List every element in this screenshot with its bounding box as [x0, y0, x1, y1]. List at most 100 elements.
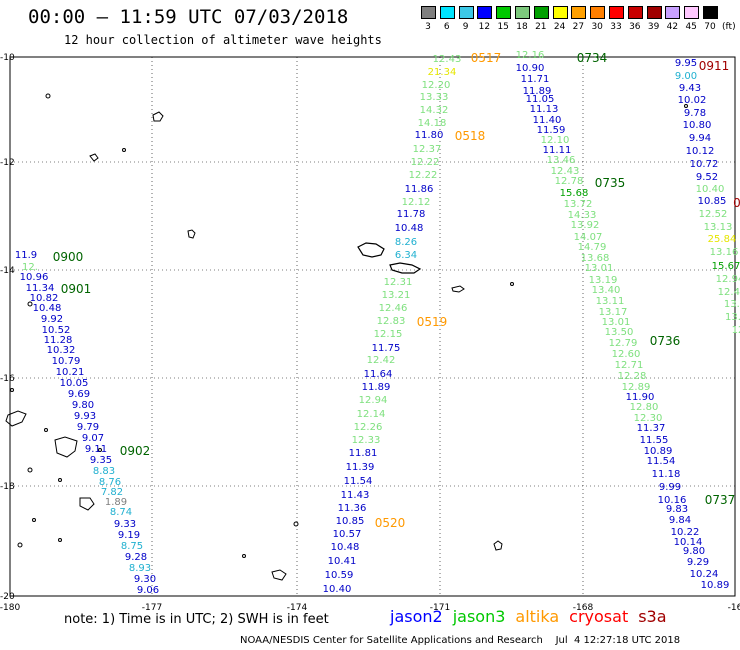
wave-height-value: 12.80 — [630, 402, 659, 413]
credit-footer: NOAA/NESDIS Center for Satellite Applica… — [240, 635, 681, 646]
wave-height-value: 10.90 — [516, 63, 545, 74]
axis-labels: -10 -12 -14 -16 -18 -20-180 -177 -174 -171 -168 -1… — [0, 53, 740, 613]
wave-height-value: 10.85 — [336, 516, 365, 527]
island-tutuila — [451, 285, 465, 293]
islet — [684, 104, 688, 108]
islet — [122, 148, 126, 152]
wave-height-value: 12.79 — [609, 338, 638, 349]
color-swatch — [496, 6, 512, 19]
islet — [17, 542, 23, 548]
color-scale-label: 30 — [591, 22, 603, 32]
color-scale-label: (ft) — [722, 22, 736, 32]
pass-time-label: 0734 — [577, 51, 608, 65]
wave-height-value: 10.21 — [56, 367, 85, 378]
wave-height-value: 11.28 — [44, 335, 73, 346]
wave-height-value: 11.86 — [405, 184, 434, 195]
pass-time-label: 0517 — [471, 51, 502, 65]
wave-height-value: 12.31 — [384, 277, 413, 288]
wave-height-value: 10.14 — [674, 537, 703, 548]
color-swatch — [533, 6, 549, 19]
wave-height-value: 12.52 — [699, 209, 728, 220]
pass-time-label: 0735 — [595, 176, 626, 190]
legend-jason3: jason3 — [452, 607, 506, 626]
wave-height-value: 9.92 — [41, 314, 63, 325]
wave-height-value: 11.13 — [530, 104, 559, 115]
satellite-legend: jason2 jason3 altika cryosat s3a — [390, 607, 677, 626]
color-swatch — [458, 6, 474, 19]
wave-height-value: 9.00 — [675, 71, 697, 82]
wave-height-value: 12.14 — [357, 409, 386, 420]
wave-height-value: 12.33 — [352, 435, 381, 446]
wave-height-value: 10.89 — [701, 580, 730, 591]
latitude-label: -12 — [0, 158, 15, 168]
wave-height-value: 10.05 — [60, 378, 89, 389]
wave-height-value: 12.78 — [555, 176, 584, 187]
wave-height-value: 12.42 — [367, 355, 396, 366]
wave-height-value: 10.40 — [696, 184, 725, 195]
islet — [10, 388, 14, 392]
wave-height-value: 14.32 — [420, 105, 449, 116]
islet — [27, 301, 33, 307]
wave-height-value: 11.71 — [521, 74, 550, 85]
wave-height-value: 11.11 — [543, 145, 572, 156]
wave-height-value: 12.28 — [618, 371, 647, 382]
color-scale-label: 45 — [685, 22, 697, 32]
islet — [510, 282, 514, 286]
wave-height-value: 11.55 — [640, 435, 669, 446]
color-swatch — [439, 6, 455, 19]
wave-height-value: 25.84 — [708, 234, 737, 245]
wave-height-value: 11.36 — [338, 503, 367, 514]
color-swatch — [627, 6, 643, 19]
color-scale-label: 12 — [478, 22, 491, 32]
wave-height-value: 10.48 — [331, 542, 360, 553]
longitude-label: -168 — [573, 603, 594, 613]
islet — [293, 521, 299, 527]
wave-height-value: 10.85 — [698, 196, 727, 207]
wave-height-value: 12 — [732, 325, 740, 336]
wave-height-value: 12.43 — [551, 166, 580, 177]
island-north-3 — [89, 153, 99, 162]
wave-height-value: 12.20 — [422, 80, 451, 91]
wave-height-value: 10.57 — [333, 529, 362, 540]
wave-height-value: 10.16 — [658, 495, 687, 506]
wave-height-value: 11.40 — [533, 115, 562, 126]
islet — [58, 538, 62, 542]
wave-height-value: 13.40 — [592, 285, 621, 296]
wave-height-value: 13.46 — [547, 155, 576, 166]
islet — [32, 518, 36, 522]
color-swatch — [590, 6, 606, 19]
wave-height-value: 12.94 — [359, 395, 388, 406]
wave-height-value: 9.99 — [659, 482, 681, 493]
wave-height-value: 9.07 — [82, 433, 104, 444]
wave-height-value: 11.81 — [349, 448, 378, 459]
color-swatch — [571, 6, 587, 19]
island-west-1 — [5, 410, 27, 427]
latitude-label: -10 — [0, 53, 15, 63]
color-swatch — [477, 6, 493, 19]
island-west-2 — [54, 436, 78, 458]
wave-height-value: 10.52 — [42, 325, 71, 336]
color-scale-label: 15 — [497, 22, 509, 32]
islet — [44, 428, 48, 432]
wave-height-value: 11.59 — [537, 125, 566, 136]
wave-height-value: 10.41 — [328, 556, 357, 567]
wave-height-value: 8.26 — [395, 237, 417, 248]
wave-height-value: 9.06 — [137, 585, 159, 596]
legend-cryosat: cryosat — [569, 607, 629, 626]
latitude-label: -16 — [0, 374, 15, 384]
wave-height-value: 13.68 — [581, 253, 610, 264]
color-swatch — [552, 6, 568, 19]
wave-height-value: 10.02 — [678, 95, 707, 106]
wave-height-value: 13.17 — [599, 307, 628, 318]
wave-height-value: 13.16 — [710, 247, 739, 258]
wave-height-value: 10.59 — [325, 570, 354, 581]
wave-height-value: 14.79 — [578, 242, 607, 253]
map-frame — [9, 56, 736, 597]
islet — [45, 93, 51, 99]
wave-height-value: 13.01 — [585, 263, 614, 274]
wave-height-value: 14.07 — [574, 232, 603, 243]
longitude-label: -174 — [287, 603, 308, 613]
wave-height-value: 13.33 — [420, 92, 449, 103]
legend-jason2: jason2 — [390, 607, 443, 626]
wave-height-value: 11.05 — [526, 94, 555, 105]
